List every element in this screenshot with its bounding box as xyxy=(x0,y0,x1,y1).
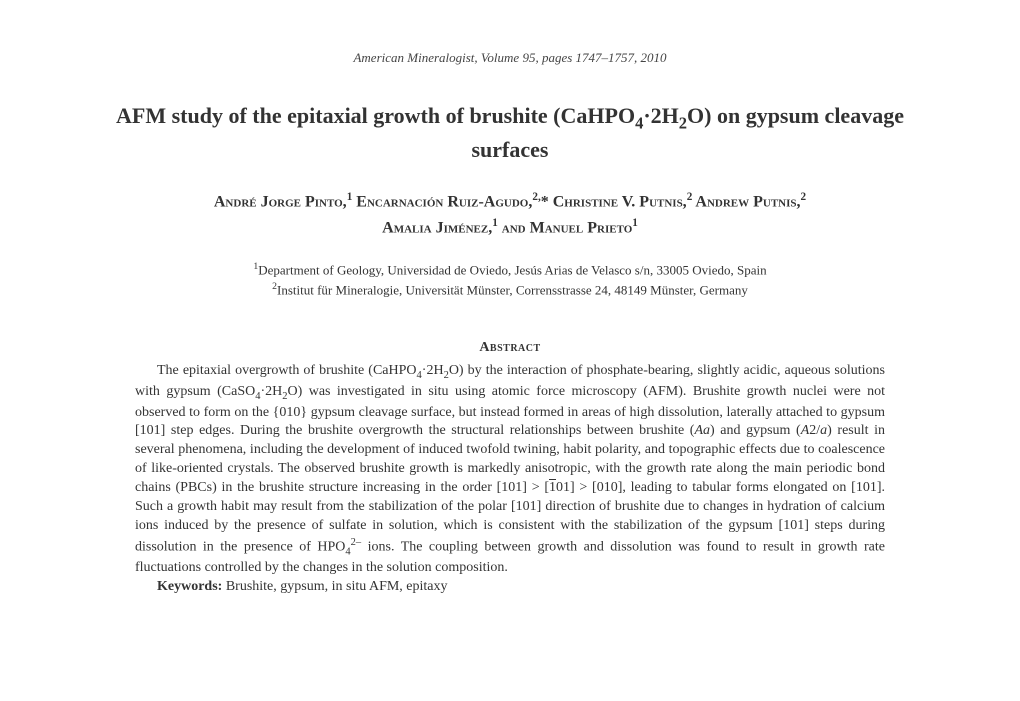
italic-text: A xyxy=(801,423,810,438)
author-name: * Christine V. Putnis, xyxy=(541,194,687,211)
author-name: Amalia Jiménez, xyxy=(382,219,492,236)
author-affil-marker: 2, xyxy=(532,191,540,203)
abstract-text: The epitaxial overgrowth of brushite (Ca… xyxy=(157,363,417,378)
author-name: Andrew Putnis, xyxy=(692,194,800,211)
affiliation-text: Institut für Mineralogie, Universität Mü… xyxy=(277,282,748,297)
author-affil-marker: 2 xyxy=(801,191,807,203)
title-subscript: 2 xyxy=(679,113,687,132)
italic-text: Aa xyxy=(694,423,710,438)
overline-text: 1 xyxy=(549,480,556,495)
keywords-label: Keywords: xyxy=(157,579,222,594)
abstract-text: ·2H xyxy=(260,384,282,399)
keywords-line: Keywords: Brushite, gypsum, in situ AFM,… xyxy=(135,578,885,597)
abstract-text: ·2H xyxy=(422,363,444,378)
title-text: ·2H xyxy=(643,103,678,128)
author-affil-marker: 1 xyxy=(632,217,638,229)
abstract-paragraph: The epitaxial overgrowth of brushite (Ca… xyxy=(135,362,885,579)
authors-block: André Jorge Pinto, 1 Encarnación Ruiz-Agu… xyxy=(100,189,920,240)
title-text: AFM study of the epitaxial growth of bru… xyxy=(116,103,635,128)
author-name: Encarnación Ruiz-Agudo, xyxy=(352,194,532,211)
abstract-heading: Abstract xyxy=(100,340,920,356)
abstract-body: The epitaxial overgrowth of brushite (Ca… xyxy=(100,362,920,598)
author-name: André Jorge Pinto, xyxy=(214,194,347,211)
keywords-text: Brushite, gypsum, in situ AFM, epitaxy xyxy=(222,579,447,594)
affiliations-block: 1Department of Geology, Universidad de O… xyxy=(100,260,920,300)
journal-info: American Mineralogist, Volume 95, pages … xyxy=(100,50,920,66)
superscript: 2– xyxy=(351,537,362,548)
abstract-text: 2/ xyxy=(809,423,820,438)
article-title: AFM study of the epitaxial growth of bru… xyxy=(100,101,920,164)
affiliation-text: Department of Geology, Universidad de Ov… xyxy=(258,262,766,277)
author-name: and Manuel Prieto xyxy=(498,219,632,236)
subscript: 4 xyxy=(345,546,350,557)
abstract-text: ) and gypsum ( xyxy=(710,423,801,438)
